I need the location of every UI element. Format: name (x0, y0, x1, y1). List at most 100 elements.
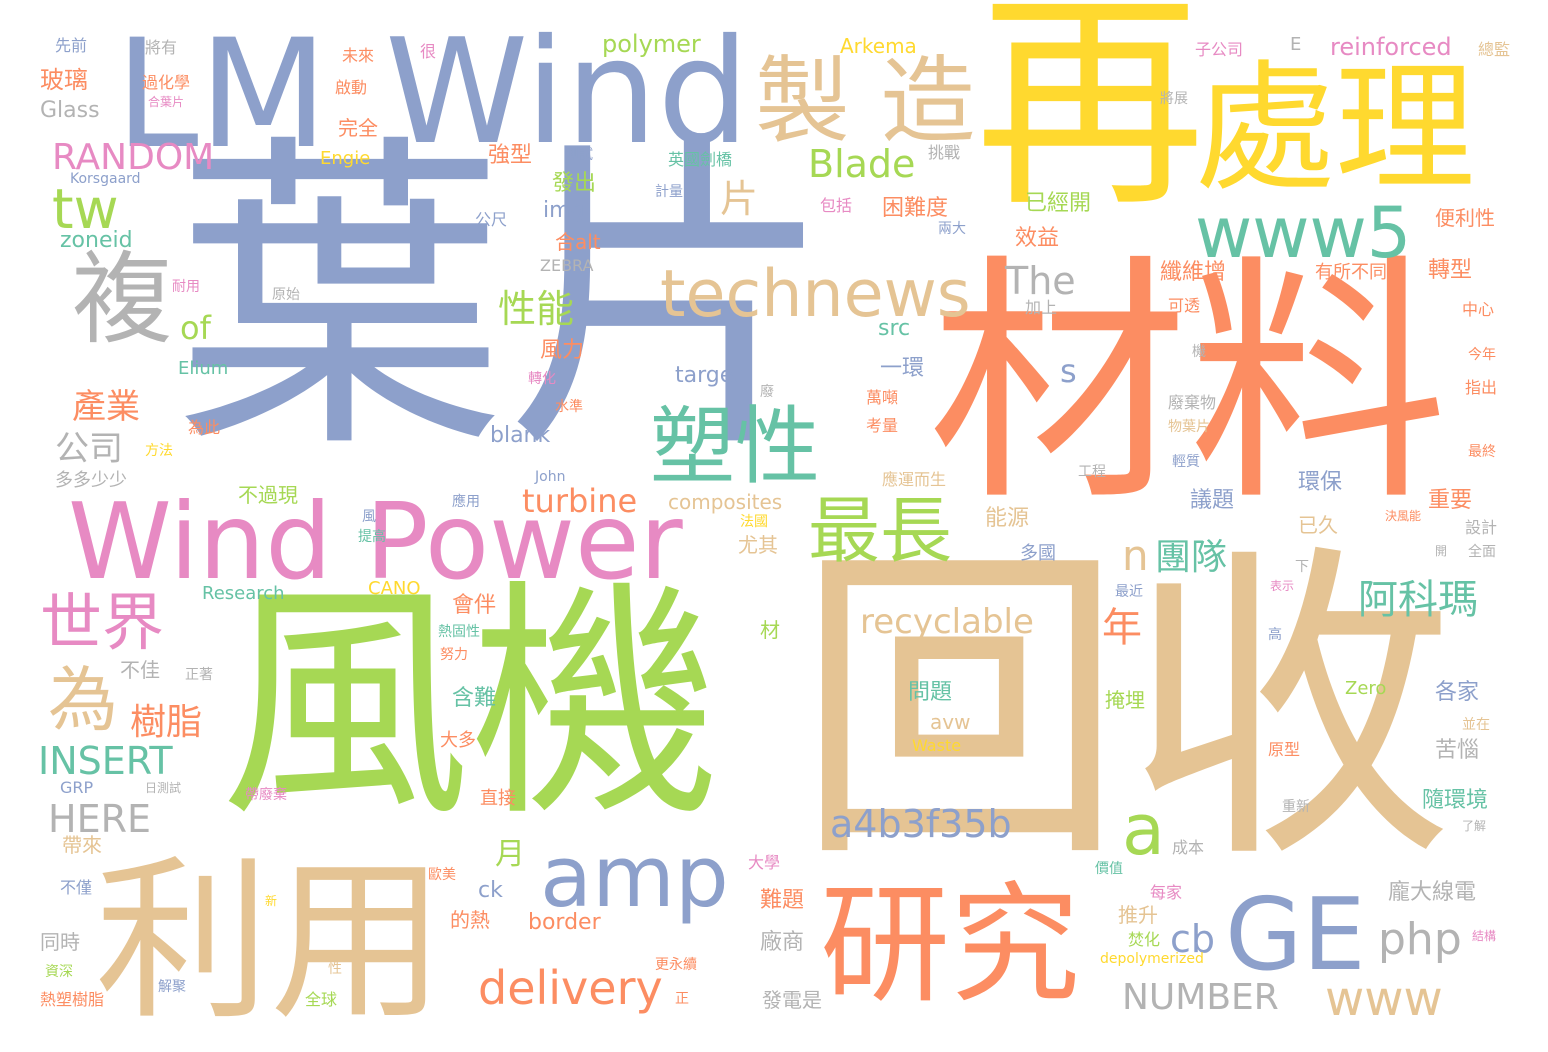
word: 多多少少 (55, 470, 127, 491)
word: border (528, 910, 601, 935)
word: 廢棄物 (1168, 393, 1217, 412)
word: Glass (40, 98, 100, 123)
word: 中心 (1462, 300, 1495, 319)
word: cb (1170, 917, 1216, 961)
word: 提高 (358, 529, 386, 545)
word: 全面 (1468, 544, 1496, 560)
word: 焚化 (1128, 930, 1161, 949)
word: Arkema (840, 34, 917, 58)
word: 熱固性 (438, 624, 480, 640)
word: 挑戰 (928, 143, 961, 162)
word: 風機 (220, 559, 720, 850)
word: 多國 (1020, 543, 1056, 564)
word: 已經開 (1025, 191, 1092, 216)
word: 不佳 (120, 658, 160, 682)
word: Elium (178, 358, 229, 379)
word: 子公司 (1195, 40, 1244, 59)
word: 利用 (95, 841, 445, 1044)
word: Wind Power (68, 481, 683, 603)
word: 未來 (342, 46, 375, 65)
word: 設計 (1465, 518, 1498, 537)
word: Korsgaard (70, 171, 141, 187)
word: 英國劍橋 (668, 150, 733, 169)
word: zoneid (60, 228, 133, 253)
word: 了解 (1462, 819, 1487, 833)
word: a4b3f35b (830, 802, 1012, 846)
word: n (1122, 531, 1149, 580)
word: blank (490, 423, 551, 448)
word: 苦惱 (1435, 738, 1480, 763)
word: 為 (48, 659, 118, 741)
word: 有所不同 (1315, 262, 1387, 283)
word: 更永續 (655, 957, 697, 973)
word: reinforced (1330, 33, 1452, 61)
word: Zero (1345, 678, 1387, 699)
word: 工程 (1078, 464, 1106, 480)
word: 並在 (1462, 717, 1490, 733)
word: delivery (478, 961, 663, 1015)
word: 阿科瑪 (1358, 577, 1478, 623)
word: 兩大 (938, 221, 966, 237)
word: 水準 (555, 399, 583, 415)
word: 發電是 (762, 988, 822, 1012)
word: 應用 (452, 494, 480, 510)
word: CANO (368, 578, 421, 599)
word: 最終 (1468, 444, 1496, 460)
word: 同時 (40, 930, 80, 954)
word: 回收 (795, 518, 1455, 902)
word: 性 (328, 961, 342, 977)
word: www5 (1195, 192, 1412, 274)
word: 尤其 (738, 533, 778, 557)
word: 方法 (145, 443, 173, 459)
word: 過化學 (142, 73, 191, 92)
word: 物葉片 (1168, 419, 1210, 435)
word: INSERT (38, 739, 173, 783)
word: 開 (1435, 544, 1448, 558)
word: 片 (720, 177, 759, 221)
word: 團隊 (1155, 537, 1228, 578)
word: 耐用 (172, 279, 200, 295)
word: 正著 (185, 667, 213, 683)
word: 轉型 (1428, 258, 1473, 283)
word: target (675, 363, 742, 388)
word: 日測試 (145, 781, 182, 795)
word: 最近 (1115, 584, 1143, 600)
word: avw (930, 710, 971, 734)
word: recyclable (860, 602, 1034, 642)
word: 為此 (188, 418, 221, 437)
word: 公司 (55, 429, 123, 469)
word: 總監 (1478, 40, 1511, 59)
word: 廢 (760, 384, 774, 400)
word: 已久 (1298, 513, 1338, 537)
word: 再 (975, 0, 1206, 238)
word: 研究 (820, 869, 1081, 1021)
word: 價值 (1095, 861, 1123, 877)
word: 塑性 (650, 398, 821, 497)
word: Blade (808, 142, 916, 186)
word: 月 (495, 837, 525, 872)
word: 努力 (440, 647, 468, 663)
word: RANDOM (52, 137, 215, 178)
word: 帶來 (62, 833, 102, 857)
word: 葉片 (175, 108, 835, 492)
word: HERE (48, 797, 151, 841)
word: turbine (522, 482, 638, 520)
word: 龐大線電 (1388, 880, 1477, 905)
word: 最長 (808, 489, 953, 573)
word: 考量 (866, 416, 899, 435)
word: 重新 (1282, 799, 1310, 815)
word: 熱塑樹脂 (40, 990, 105, 1009)
word: Waste (912, 736, 962, 755)
word: 大多 (440, 730, 476, 751)
word: 將有 (145, 38, 178, 57)
word: 輕質 (1172, 454, 1200, 470)
word: 各家 (1435, 680, 1480, 705)
word: 議題 (1190, 488, 1235, 513)
word: 能源 (985, 506, 1030, 531)
word: technews (660, 257, 971, 332)
word: 年 (1102, 605, 1142, 651)
word: 今年 (1468, 347, 1496, 363)
word: 直接 (480, 788, 516, 809)
word: 不過現 (238, 483, 298, 507)
word: s (1060, 352, 1077, 390)
